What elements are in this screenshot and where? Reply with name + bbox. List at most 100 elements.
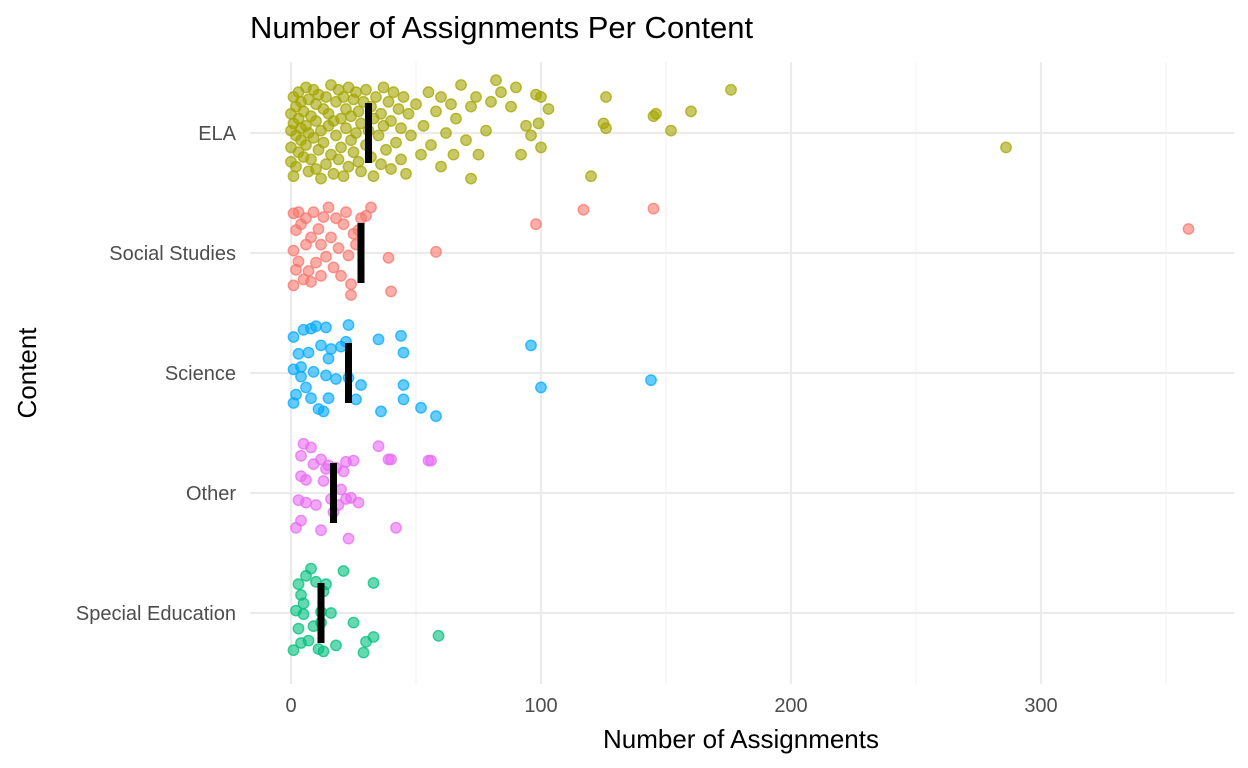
data-point [520,119,532,132]
data-point [495,86,507,99]
data-point [470,91,482,103]
data-points [285,74,1195,659]
data-point [317,475,330,487]
data-point [490,74,502,87]
data-point [287,644,300,657]
data-point [300,473,312,486]
data-point [1000,141,1012,154]
data-point [472,148,485,161]
data-point [315,453,327,466]
data-point [422,86,435,99]
data-point [372,129,385,142]
data-point [320,321,332,334]
x-axis-title: Number of Assignments [603,724,879,754]
data-point [445,98,457,111]
data-point [365,201,377,214]
data-point [292,578,305,591]
data-point [375,158,387,171]
data-point [600,122,612,135]
data-point [515,148,527,161]
x-tick-label: 200 [774,695,807,717]
data-point [385,285,397,298]
data-point [305,231,317,244]
data-point [432,629,445,642]
data-point [382,251,395,264]
data-point [330,639,342,652]
data-point [367,577,380,589]
data-point [352,105,365,118]
data-point [337,218,350,231]
data-point [530,218,542,231]
data-point [290,388,302,401]
data-point [287,170,300,183]
data-point [435,91,447,103]
data-point [305,275,317,288]
data-point [307,365,320,378]
data-point [370,91,382,103]
data-point [417,119,430,132]
data-point [465,172,477,185]
data-point [397,91,410,103]
data-point [347,146,360,159]
y-tick-label: Social Studies [109,243,236,265]
data-point [315,238,327,251]
data-point [335,141,347,154]
data-point [382,95,395,108]
data-point [310,499,322,511]
data-point [330,373,342,385]
data-point [535,381,547,394]
data-point [357,646,370,659]
data-point [440,127,452,139]
data-point [295,361,307,373]
data-point [352,155,365,168]
data-point [325,607,337,619]
data-point [297,608,310,621]
data-point [305,562,317,575]
data-point [297,597,310,610]
data-point [322,352,335,365]
data-point [292,206,305,219]
data-point [367,170,380,183]
data-point [290,160,302,173]
data-point [330,212,342,225]
x-axis-tick-labels: 0 100 200 300 [285,695,1057,717]
data-point [725,83,737,96]
data-point [532,117,545,130]
data-point [430,410,442,423]
data-point [325,231,337,244]
data-point [330,129,342,142]
y-axis-title: Content [12,327,42,419]
data-point [510,81,522,94]
data-point [585,170,597,183]
data-point [327,261,340,274]
data-point [315,269,327,282]
data-point [600,91,612,103]
data-point [320,91,332,103]
data-point [685,105,697,118]
data-point [372,333,385,346]
data-point [287,331,300,343]
data-point [347,454,360,467]
data-point [425,454,437,467]
data-point [377,81,390,94]
data-point [302,265,315,277]
data-point [425,139,437,151]
data-point [300,381,312,394]
data-point [395,153,407,166]
data-point [332,242,345,255]
data-point [525,129,537,142]
data-point [295,514,307,527]
data-point [310,320,322,333]
data-point [402,107,415,120]
data-point [385,453,397,466]
data-point [390,136,402,149]
data-point [327,167,340,180]
data-point [307,131,320,144]
data-point [295,449,307,462]
data-point [325,343,337,355]
data-point [460,134,472,147]
data-point [300,212,312,225]
data-point [310,115,322,127]
data-point [317,405,330,418]
